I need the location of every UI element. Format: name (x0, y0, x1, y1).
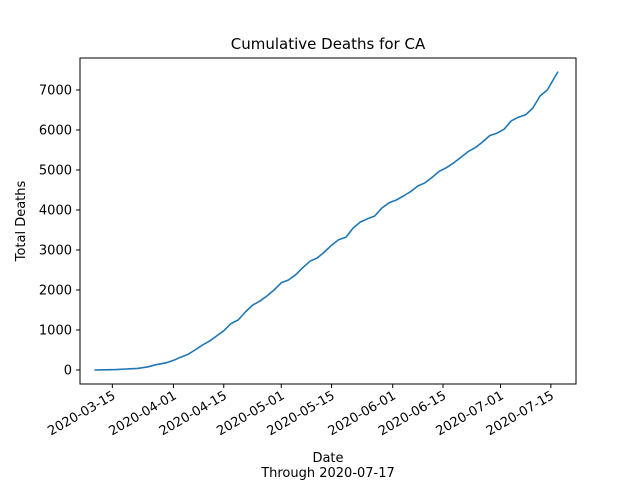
y-axis: 0 1000 2000 3000 4000 5000 6000 7000 (39, 84, 80, 379)
y-tick-label: 7000 (39, 84, 72, 99)
y-tick-label: 5000 (39, 164, 72, 179)
y-axis-label: Total Deaths (14, 180, 29, 262)
y-tick-label: 4000 (39, 204, 72, 219)
y-tick-label: 1000 (39, 324, 72, 339)
y-tick-label: 3000 (39, 244, 72, 259)
y-tick-label: 2000 (39, 284, 72, 299)
chart-title: Cumulative Deaths for CA (231, 35, 426, 53)
plot-frame (79, 57, 577, 385)
y-tick-label: 6000 (39, 124, 72, 139)
y-tick-label: 0 (64, 364, 72, 379)
plot-area (94, 71, 559, 371)
x-axis-label: Date (312, 451, 343, 466)
series-line (94, 71, 559, 371)
x-axis-sublabel: Through 2020-07-17 (260, 466, 395, 480)
